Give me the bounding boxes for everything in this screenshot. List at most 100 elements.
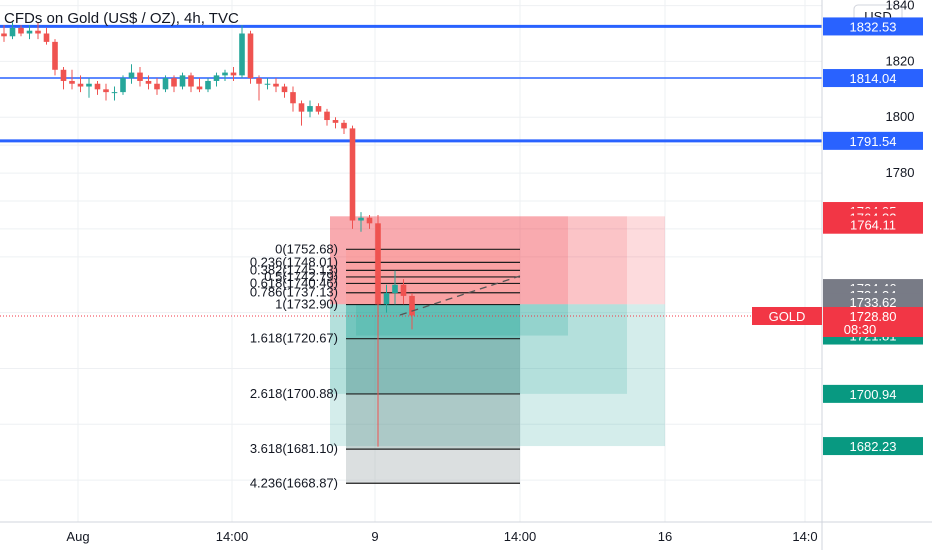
candle-body	[256, 78, 262, 84]
candle-body	[188, 75, 194, 87]
candle-body	[103, 89, 109, 93]
candle-body	[18, 27, 24, 34]
candle-body	[324, 111, 330, 121]
level-price-tag-bg	[823, 17, 923, 36]
price-tags: 1832.531814.041791.541764.951764.831764.…	[752, 17, 923, 456]
candle-body	[383, 293, 390, 305]
entry-price-tag: 1733.62	[850, 295, 897, 310]
target-price-tag-bg	[823, 384, 923, 403]
candle-body	[400, 284, 407, 296]
candle-body	[239, 33, 245, 76]
candle-body	[247, 33, 254, 79]
stop-price-tag: 1764.11	[850, 218, 896, 233]
time-tick-label: 9	[371, 529, 378, 544]
candle-body	[230, 72, 237, 76]
candle-body	[9, 27, 16, 37]
candle-body	[43, 33, 50, 42]
fib-level-label: 2.618(1700.88)	[250, 386, 338, 401]
axis-background	[822, 0, 932, 550]
fib-band	[346, 449, 520, 484]
candle-body	[154, 83, 160, 90]
fib-level-label: 0(1752.68)	[275, 241, 338, 256]
entry-price-tag-bg	[823, 293, 923, 312]
candle-body	[222, 72, 228, 76]
candle-body	[264, 83, 271, 85]
last-price-tag: 1728.80	[850, 309, 897, 324]
fib-level-label: 0.786(1737.13)	[250, 285, 338, 300]
candle-body	[349, 128, 356, 221]
candle-body	[281, 86, 288, 93]
time-tick-label: 16	[658, 529, 672, 544]
candle-body	[375, 223, 381, 305]
candle-body	[358, 217, 364, 221]
candle-body	[196, 86, 203, 90]
fib-band	[346, 304, 520, 339]
fib-level-label: 4.236(1668.87)	[250, 475, 338, 490]
candle-body	[307, 106, 313, 112]
candle-body	[392, 284, 398, 294]
price-tick-label: 1800	[886, 109, 915, 124]
target-zone-inner	[356, 304, 568, 336]
price-tick-label: 1820	[886, 53, 915, 68]
stop-zone-inner	[330, 216, 568, 305]
time-tick-label: 14:00	[216, 529, 249, 544]
candle-body	[162, 78, 169, 90]
candle-body	[77, 83, 84, 87]
candle-body	[366, 217, 373, 224]
chart-title: CFDs on Gold (US$ / OZ), 4h, TVC	[4, 10, 239, 27]
candle-body	[1, 33, 7, 37]
candle-body	[341, 122, 347, 129]
candle-body	[69, 80, 75, 84]
projection-line[interactable]	[399, 275, 521, 316]
level-price-tag-bg	[823, 69, 923, 88]
candle-body	[273, 83, 279, 87]
fib-band	[346, 338, 520, 394]
fib-band	[346, 393, 520, 450]
candle-body	[145, 80, 152, 84]
symbol-tag: GOLD	[769, 309, 806, 324]
fibonacci-extension[interactable]: 0(1752.68)0.236(1748.01)0.382(1745.13)0.…	[250, 241, 520, 490]
fib-level-label: 1.618(1720.67)	[250, 331, 338, 346]
candle-body	[179, 75, 186, 87]
candlestick-series	[1, 22, 415, 447]
candle-body	[128, 72, 135, 79]
candle-body	[213, 75, 220, 81]
candle-body	[171, 78, 177, 87]
target-price-tag: 1700.94	[850, 387, 897, 402]
fib-level-label: 0.236(1748.01)	[250, 254, 338, 269]
candle-body	[26, 30, 33, 34]
fib-level-label: 0.382(1745.13)	[250, 262, 338, 277]
target-price-tag: 1682.23	[850, 439, 897, 454]
countdown-tag: 08:30	[844, 322, 877, 337]
candle-body	[94, 83, 101, 90]
candle-body	[290, 92, 296, 104]
target-zone-mid	[330, 304, 627, 394]
level-price-tag: 1791.54	[850, 134, 897, 149]
candle-body	[111, 92, 118, 94]
candle-body	[137, 72, 143, 81]
time-axis[interactable]: Aug 14:00 9 14:00 16 14:0	[66, 529, 817, 544]
level-price-tag: 1832.53	[850, 19, 897, 34]
candle-body	[52, 41, 58, 70]
target-zone-outer	[330, 304, 665, 447]
price-grid	[0, 0, 822, 522]
candle-body	[332, 120, 339, 123]
fib-level-label: 0.618(1740.46)	[250, 275, 338, 290]
candle-body	[120, 78, 126, 93]
fib-level-label: 3.618(1681.10)	[250, 441, 338, 456]
stop-zone-outer	[330, 216, 665, 305]
candle-body	[60, 69, 67, 81]
candle-body	[205, 80, 211, 90]
fib-level-label: 1(1732.90)	[275, 297, 338, 312]
fib-band	[346, 292, 520, 305]
fib-band	[346, 262, 520, 271]
last-price-tag-bg	[823, 306, 923, 337]
time-tick-label: 14:00	[504, 529, 537, 544]
candle-body	[298, 103, 305, 112]
time-tick-label: 14:0	[792, 529, 817, 544]
target-price-tag-bg	[823, 437, 923, 456]
candle-body	[409, 295, 415, 316]
symbol-tag-bg	[752, 306, 822, 325]
horizontal-levels[interactable]	[0, 24, 822, 143]
